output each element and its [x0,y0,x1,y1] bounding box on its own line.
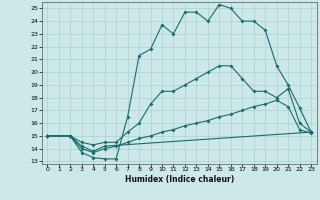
X-axis label: Humidex (Indice chaleur): Humidex (Indice chaleur) [124,175,234,184]
